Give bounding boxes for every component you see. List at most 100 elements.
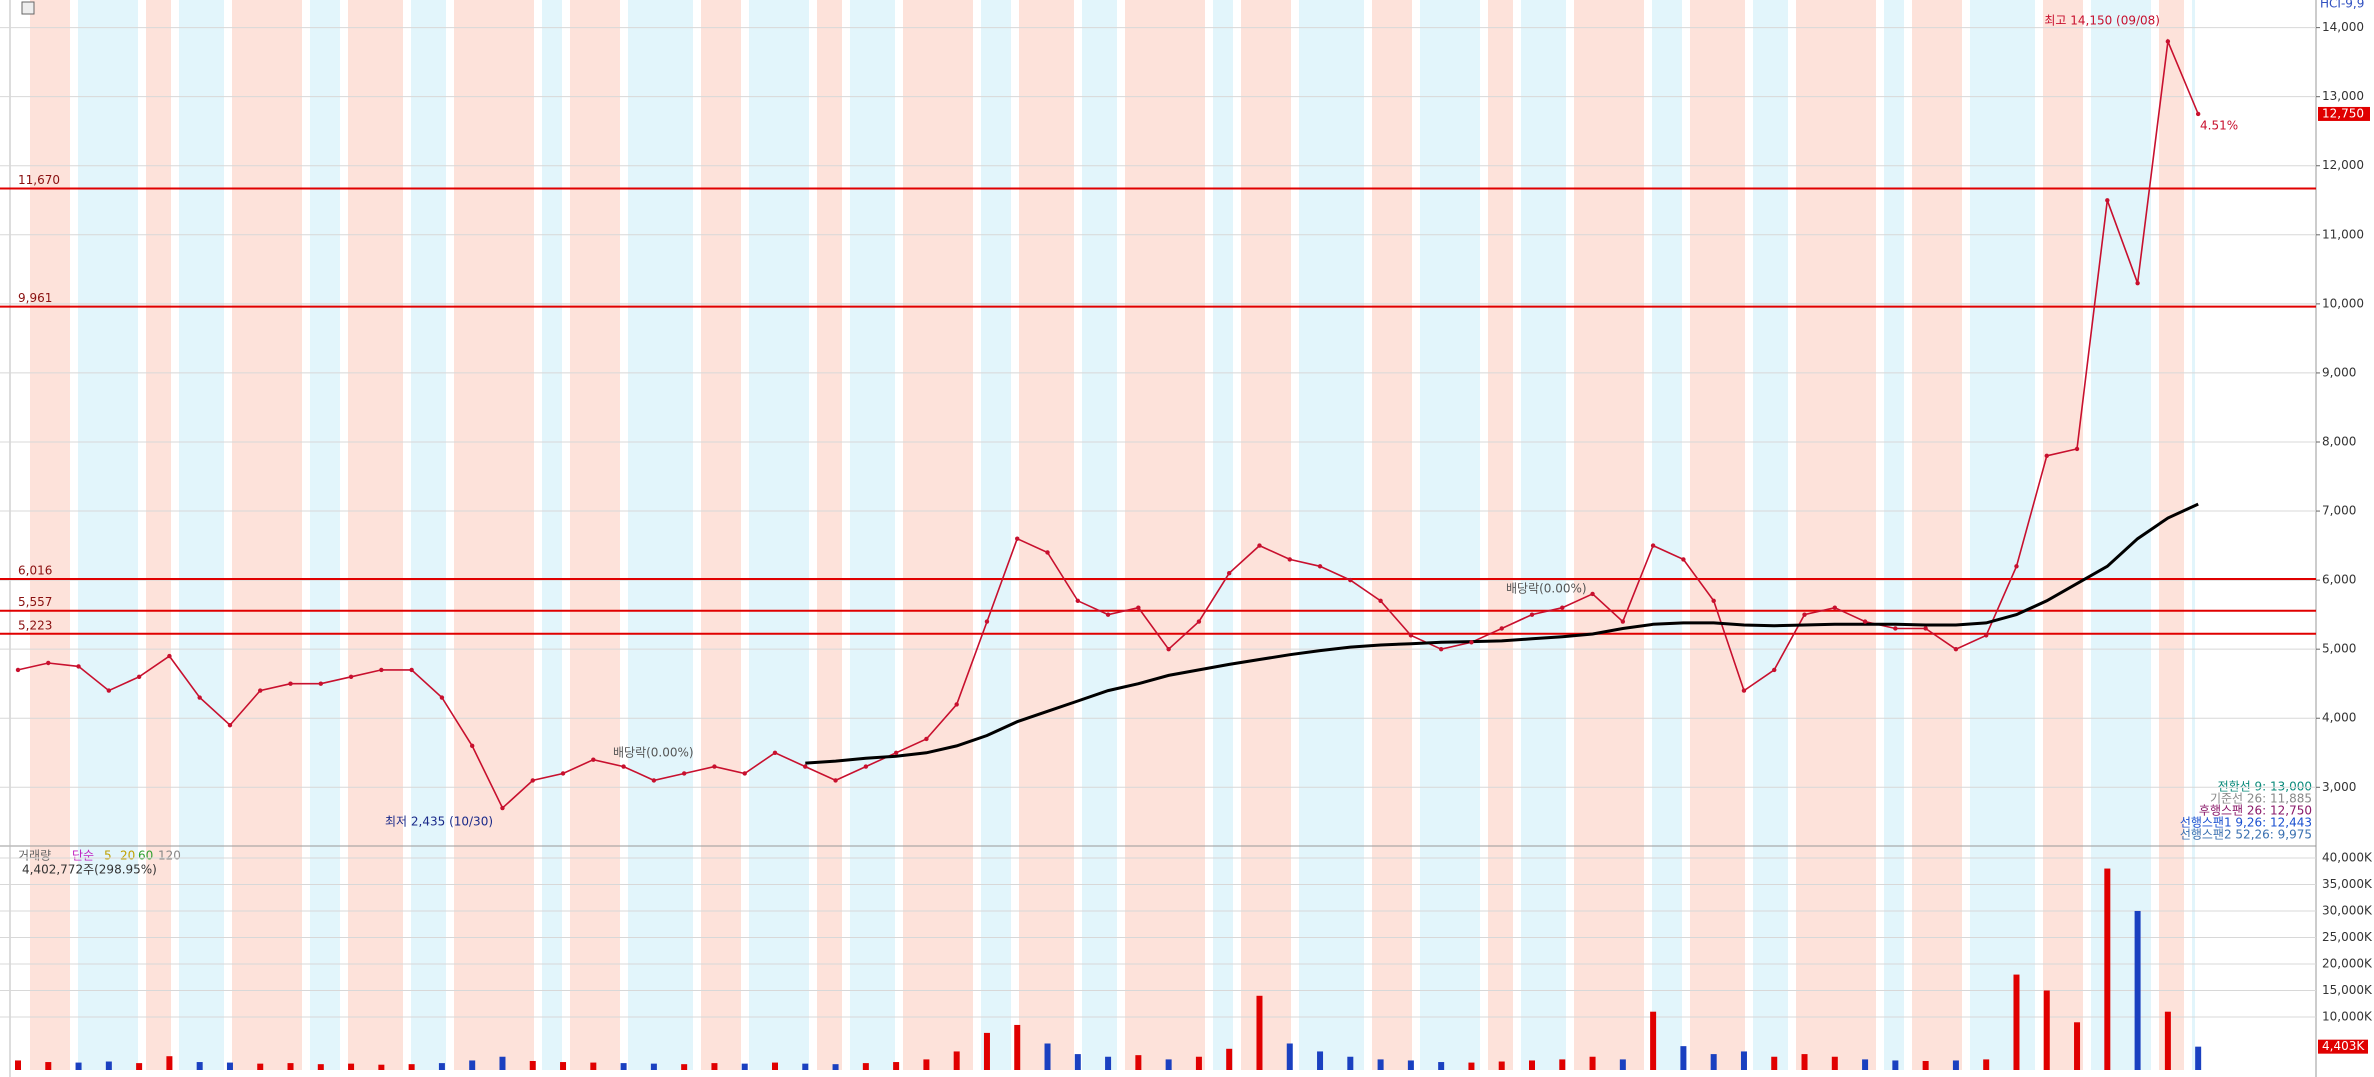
price-point [2135, 280, 2140, 286]
y-tick-label: 20,000K [2322, 956, 2373, 970]
volume-bar [136, 1063, 143, 1070]
volume-bar [2195, 1046, 2202, 1070]
volume-bar [2164, 1011, 2171, 1070]
volume-bar [1498, 1061, 1505, 1070]
volume-bar [1589, 1056, 1596, 1070]
y-tick-label: 15,000K [2322, 983, 2373, 997]
shade-band [1690, 0, 1745, 1070]
shade-band [1125, 0, 1205, 1070]
volume-bar [1105, 1056, 1112, 1070]
shade-band [981, 0, 1011, 1070]
shade-band [1521, 0, 1566, 1070]
price-point [409, 667, 414, 673]
price-point [1469, 640, 1474, 645]
shade-band [348, 0, 403, 1070]
volume-bar [681, 1064, 688, 1070]
volume-bar [1529, 1060, 1535, 1070]
volume-bar [560, 1062, 567, 1070]
volume-bar [1377, 1059, 1384, 1070]
volume-bar [1317, 1051, 1324, 1070]
volume-bar [1468, 1062, 1475, 1070]
high-note: 최고 14,150 (09/08) [2044, 14, 2160, 28]
volume-bar [862, 1063, 869, 1070]
shade-band [1652, 0, 1682, 1070]
shade-band [570, 0, 620, 1070]
price-point [1196, 619, 1202, 624]
shade-band [146, 0, 171, 1070]
legend-item: 전환선 9: 13,000 [2218, 780, 2312, 794]
y-tick-label: 4,000 [2322, 711, 2356, 725]
volume-tag-label: 4,403K [2322, 1039, 2365, 1053]
price-point [348, 674, 354, 679]
volume-bar [75, 1062, 82, 1070]
volume-bar [105, 1061, 112, 1070]
y-tick-label: 40,000K [2322, 850, 2373, 864]
price-point [681, 771, 687, 776]
price-point [984, 619, 990, 624]
volume-bar [923, 1059, 930, 1070]
shade-band [817, 0, 842, 1070]
price-point [2195, 111, 2201, 117]
volume-bar [2134, 910, 2141, 1070]
shade-band [701, 0, 741, 1070]
price-point [2074, 446, 2080, 452]
volume-bar [1014, 1024, 1021, 1070]
price-point [621, 764, 626, 769]
volume-bar [1619, 1059, 1626, 1070]
volume-bar [1650, 1011, 1657, 1070]
price-point [76, 664, 81, 669]
price-point [1075, 598, 1081, 604]
price-point [197, 695, 202, 700]
volume-bar [590, 1062, 597, 1070]
volume-bar [1892, 1060, 1899, 1070]
menu-icon[interactable] [21, 1, 35, 15]
level-label: 9,961 [18, 291, 52, 305]
price-point [1378, 598, 1383, 604]
y-tick-label: 8,000 [2322, 434, 2356, 448]
shade-band [454, 0, 534, 1070]
shade-band [1488, 0, 1513, 1070]
volume-bar [499, 1056, 506, 1070]
volume-bar [1680, 1046, 1687, 1070]
price-tag [2318, 106, 2370, 121]
level-label: 5,223 [18, 618, 52, 632]
price-point [863, 764, 869, 769]
volume-bar [1983, 1059, 1990, 1070]
volume-bar [772, 1062, 778, 1070]
volume-bar [650, 1063, 657, 1070]
price-point [1015, 536, 1020, 541]
price-point [712, 764, 717, 769]
legend-item: 120 [158, 849, 181, 863]
period-shading [30, 0, 2195, 1070]
price-point [2014, 564, 2019, 569]
price-point [1287, 557, 1292, 562]
legend-item: 선행스팬2 52,26: 9,975 [2180, 827, 2312, 842]
shade-band [30, 0, 70, 1070]
price-point [591, 757, 596, 762]
price-point [167, 653, 172, 659]
price-point [1317, 564, 1323, 569]
price-point [1227, 571, 1232, 576]
volume-bar [620, 1063, 627, 1070]
shade-band [78, 0, 138, 1070]
volume-bar [1559, 1059, 1566, 1070]
shade-band [1753, 0, 1788, 1070]
volume-bar [2013, 974, 2020, 1070]
price-point [1499, 626, 1504, 631]
price-point [1832, 605, 1838, 610]
price-point [1953, 646, 1959, 652]
volume-bar [1952, 1060, 1959, 1070]
price-point [288, 681, 293, 686]
level-label: 11,670 [18, 173, 60, 187]
y-tick-label: 6,000 [2322, 573, 2356, 587]
shade-band [1019, 0, 1074, 1070]
y-tick-label: 25,000K [2322, 930, 2373, 944]
volume-bar [166, 1056, 173, 1070]
shade-band [1420, 0, 1480, 1070]
shade-band [1082, 0, 1117, 1070]
dividend-note: 배당락(0.00%) [1506, 582, 1587, 596]
legend-item: 5 [104, 849, 112, 863]
volume-bar [1862, 1059, 1869, 1070]
price-point [1348, 577, 1353, 583]
